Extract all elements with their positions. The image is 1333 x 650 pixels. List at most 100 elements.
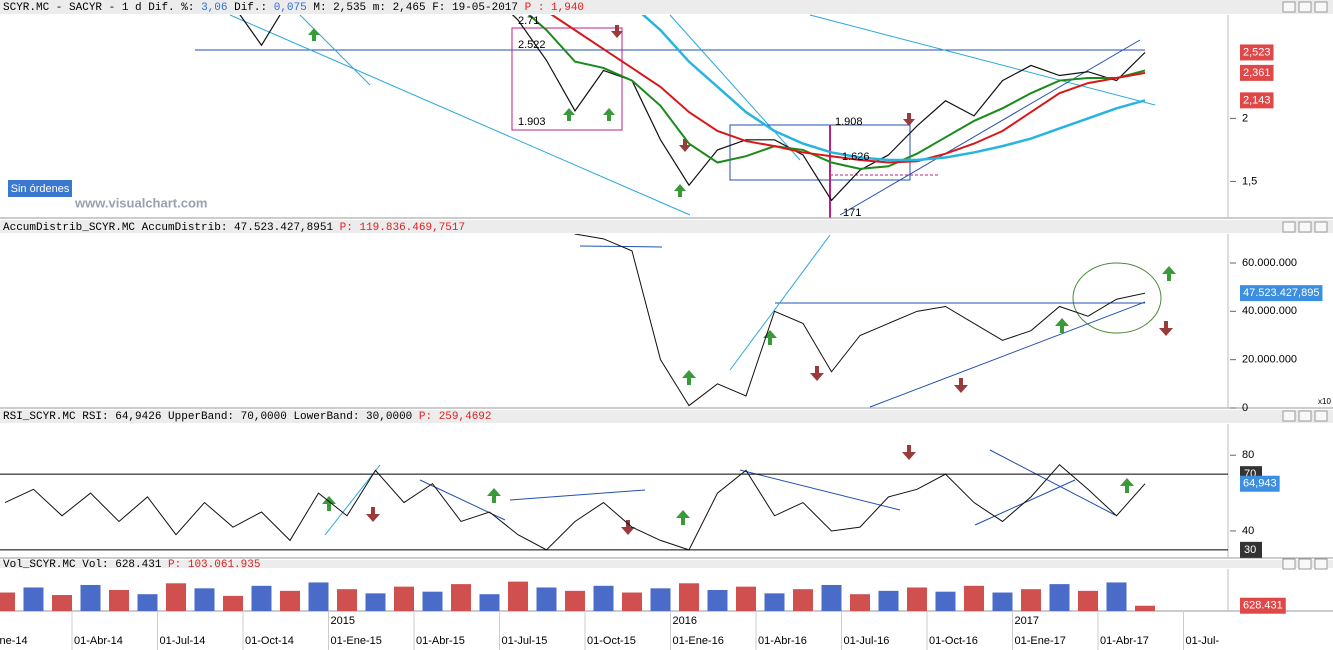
scale-note: x10: [1318, 397, 1331, 406]
last-value-box: [1240, 597, 1286, 614]
window-button[interactable]: [1314, 221, 1328, 233]
band-label-box: [1240, 541, 1262, 558]
window-button[interactable]: [1298, 1, 1312, 13]
volume-bar: [1078, 590, 1098, 611]
volume-bar: [109, 590, 129, 611]
last-value-box: [1240, 44, 1274, 61]
trend-line: [869, 301, 1146, 408]
dif: 0,075: [274, 2, 307, 14]
last-value-label: 64,943: [1243, 478, 1277, 490]
range-box: [729, 124, 911, 181]
window-button[interactable]: [1298, 410, 1312, 422]
volume-bar: [565, 590, 585, 611]
window-button[interactable]: [1282, 558, 1296, 570]
window-button[interactable]: [1298, 558, 1312, 570]
buy-arrow: [676, 510, 690, 525]
volume-bar: [479, 594, 500, 611]
buy-arrow: [603, 108, 615, 121]
y-tick-label: 2: [1242, 112, 1248, 124]
panel-title: AccumDistrib_SCYR.MC AccumDistrib: 47.52…: [3, 222, 465, 234]
volume-bar: [166, 583, 186, 611]
series-line: [574, 234, 1146, 407]
sidebar-button-label[interactable]: Sin órdenes: [11, 183, 70, 195]
chart-annotation: 1.903: [518, 116, 546, 128]
volume-bar: [707, 590, 728, 611]
window-button[interactable]: [1314, 1, 1328, 13]
sell-arrow: [810, 366, 824, 381]
volume-bar: [935, 591, 956, 611]
volume-bar: [80, 584, 101, 611]
window-button[interactable]: [1314, 410, 1328, 422]
drawings: [195, 14, 1162, 536]
volume-bar: [964, 585, 984, 611]
header-bar: [0, 220, 1333, 233]
sell-arrow: [621, 520, 635, 535]
panel-title-p: P: 259,4692: [419, 411, 492, 423]
panel-title-text: RSI_SCYR.MC RSI: 64,9426 UpperBand: 70,0…: [3, 411, 412, 423]
sell-arrow: [954, 378, 968, 393]
symbol: SCYR.MC - SACYR -: [3, 2, 115, 14]
year-label: 2017: [1015, 615, 1039, 627]
last-value-box: [1240, 92, 1274, 109]
main-header: SCYR.MC - SACYR - 1 d Dif. %: 3,06 Dif.:…: [3, 2, 584, 14]
volume-bar: [622, 592, 642, 611]
buy-arrow: [682, 370, 696, 385]
trend-line: [839, 39, 1141, 216]
x-tick-label: 01-Ene-17: [1015, 635, 1066, 647]
header-bar: [0, 560, 1333, 568]
signal-arrows: [308, 25, 1176, 535]
panel-title: Vol_SCYR.MC Vol: 628.431 P: 103.061.935: [3, 559, 260, 571]
last-value-label: 2,143: [1243, 94, 1271, 106]
volume-bar: [878, 590, 899, 611]
period: 1 d: [122, 2, 142, 14]
x-tick-label: 01-Ene-16: [673, 635, 724, 647]
last-value-label: 628.431: [1243, 600, 1283, 612]
date: F: 19-05-2017: [432, 2, 518, 14]
volume-bar: [194, 588, 215, 611]
window-button[interactable]: [1314, 558, 1328, 570]
x-tick-label: 01-Jul-14: [160, 635, 206, 647]
x-tick-label: 01-Abr-16: [758, 635, 807, 647]
sell-arrow: [611, 25, 623, 38]
volume-bar: [337, 589, 357, 611]
series-line: [550, 15, 1146, 164]
volume-bar: [280, 590, 300, 611]
volume-bar: [251, 585, 272, 611]
header-bar: [0, 410, 1333, 423]
x-tick-label: 01-Jul-15: [502, 635, 548, 647]
panel-title: RSI_SCYR.MC RSI: 64,9426 UpperBand: 70,0…: [3, 411, 492, 423]
x-tick-label: 01-Oct-15: [587, 635, 636, 647]
volume-bar: [992, 592, 1013, 611]
buy-arrow: [1120, 478, 1134, 493]
sell-arrow: [366, 507, 380, 522]
volume-bar: [0, 592, 15, 611]
volume-bar: [907, 587, 927, 611]
max: M: 2,535: [313, 2, 366, 14]
buy-arrow: [763, 330, 777, 345]
y-tick-label: 80: [1242, 449, 1254, 461]
sidebar-button[interactable]: [8, 180, 72, 197]
last-value-box: [1240, 285, 1323, 302]
window-button[interactable]: [1282, 410, 1296, 422]
volume-bar: [394, 586, 414, 611]
dif-pct-label: Dif. %:: [148, 2, 194, 14]
trend-line: [809, 14, 1156, 106]
window-button[interactable]: [1282, 221, 1296, 233]
x-tick-label: -Ene-14: [0, 635, 28, 647]
volume-bar: [308, 582, 329, 611]
volume-bar: [536, 587, 557, 611]
header-bar: [0, 0, 1333, 14]
volume-bar: [137, 594, 158, 611]
trend-line: [229, 14, 691, 216]
min: m: 2,465: [373, 2, 426, 14]
window-button[interactable]: [1282, 1, 1296, 13]
trend-line: [669, 14, 801, 161]
volume-bar: [23, 587, 44, 611]
volume-bar: [593, 585, 614, 611]
window-button[interactable]: [1298, 221, 1312, 233]
series-line: [4, 463, 1146, 551]
volume-bar: [451, 584, 471, 611]
x-tick-label: 01-Ene-15: [331, 635, 382, 647]
x-tick-label: 01-Abr-15: [416, 635, 465, 647]
